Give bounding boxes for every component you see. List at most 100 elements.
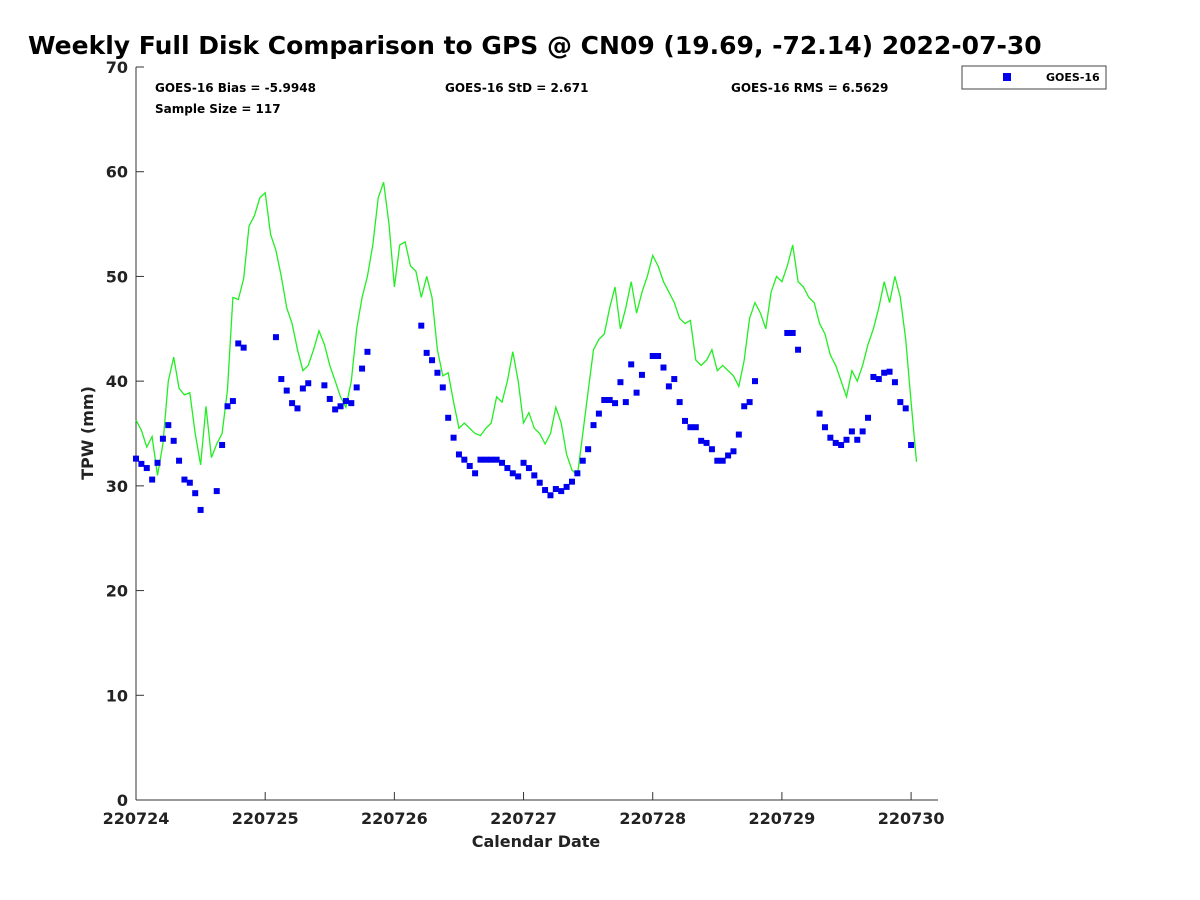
goes16-point (547, 492, 554, 499)
goes16-point (493, 456, 500, 463)
goes16-point (682, 417, 689, 424)
goes16-point (299, 385, 306, 392)
goes16-point (725, 452, 732, 459)
goes16-point (418, 322, 425, 329)
goes16-point (558, 488, 565, 495)
goes16-point (633, 389, 640, 396)
goes16-point (229, 398, 236, 405)
goes16-point (359, 365, 366, 372)
goes16-point (886, 368, 893, 375)
goes16-point (617, 379, 624, 386)
goes16-point (337, 403, 344, 410)
goes16-point (154, 459, 161, 466)
x-tick-label: 220730 (878, 809, 945, 828)
goes16-point (735, 431, 742, 438)
goes16-point (455, 451, 462, 458)
goes16-point (848, 428, 855, 435)
std-annotation: GOES-16 StD = 2.671 (445, 81, 588, 95)
goes16-point (838, 442, 845, 449)
goes16-point (719, 457, 726, 464)
goes16-point (525, 465, 532, 472)
goes16-point (423, 349, 430, 356)
goes16-point (908, 442, 915, 449)
goes16-point (482, 456, 489, 463)
goes16-point (536, 479, 543, 486)
goes16-point (353, 384, 360, 391)
goes16-point (509, 470, 516, 477)
x-axis-ticks: 220724 220725 220726 220727 220728 220729 2207… (103, 792, 945, 828)
goes16-point (149, 476, 156, 483)
goes16-point (499, 459, 506, 466)
goes16-point (542, 487, 549, 494)
goes16-point (213, 488, 220, 495)
goes16-point (821, 424, 828, 431)
bias-annotation: GOES-16 Bias = -5.9948 (155, 81, 316, 95)
goes16-point (579, 457, 586, 464)
x-tick-label: 220728 (619, 809, 686, 828)
goes16-point (170, 437, 177, 444)
goes16-point (590, 422, 597, 429)
rms-annotation: GOES-16 RMS = 6.5629 (731, 81, 888, 95)
goes16-point (186, 479, 193, 486)
goes16-point (730, 448, 737, 455)
goes16-point (176, 457, 183, 464)
goes16-point (827, 434, 834, 441)
goes16-point (219, 442, 226, 449)
goes16-point (143, 465, 150, 472)
goes16-point (606, 396, 613, 403)
goes16-point (676, 399, 683, 406)
goes16-point (568, 478, 575, 485)
goes16-point (133, 455, 139, 462)
goes16-point (870, 373, 877, 380)
goes16-point (612, 400, 619, 407)
y-axis-label: TPW (mm) (78, 386, 97, 480)
x-tick-label: 220727 (490, 809, 557, 828)
goes16-point (488, 456, 495, 463)
goes16-point (741, 403, 748, 410)
goes16-point (466, 462, 473, 469)
gps-series (135, 181, 918, 477)
goes16-point (472, 470, 479, 477)
goes16-point (902, 405, 909, 412)
goes16-point (294, 405, 301, 412)
goes16-point (816, 410, 823, 417)
goes16-point (784, 329, 791, 336)
goes16-point (450, 434, 457, 441)
goes16-point (342, 398, 349, 405)
goes16-point (165, 422, 172, 429)
goes16-point (531, 472, 538, 479)
goes16-point (585, 446, 592, 453)
chart-title: Weekly Full Disk Comparison to GPS @ CN0… (28, 31, 1042, 60)
sample-size-annotation: Sample Size = 117 (155, 102, 281, 116)
x-axis-label: Calendar Date (472, 832, 601, 851)
goes16-point (520, 459, 527, 466)
goes16-point (875, 376, 882, 383)
goes16-point (574, 470, 581, 477)
goes16-point (504, 465, 511, 472)
goes16-point (321, 382, 328, 389)
goes16-point (595, 410, 602, 417)
goes16-point (660, 364, 667, 371)
gps-series-line (135, 181, 918, 477)
goes16-point (843, 436, 850, 443)
goes16-point (832, 439, 839, 446)
goes16-point (703, 439, 710, 446)
goes16-point (671, 376, 678, 383)
goes16-point (698, 437, 705, 444)
goes16-point (192, 490, 199, 497)
goes16-point (278, 376, 285, 383)
y-axis-ticks: 0 10 20 30 40 50 60 70 (106, 58, 144, 810)
goes16-point (305, 380, 312, 387)
goes16-point (638, 371, 645, 378)
y-tick-label: 40 (106, 372, 128, 391)
y-tick-label: 10 (106, 686, 128, 705)
goes16-point (283, 387, 290, 394)
goes16-point (865, 414, 872, 421)
y-tick-label: 0 (117, 791, 128, 810)
goes16-point (891, 379, 898, 386)
goes16-point (751, 378, 758, 385)
goes16-point (235, 340, 242, 347)
goes16-point (708, 446, 715, 453)
stats-annotations: GOES-16 Bias = -5.9948 GOES-16 StD = 2.6… (155, 81, 888, 116)
